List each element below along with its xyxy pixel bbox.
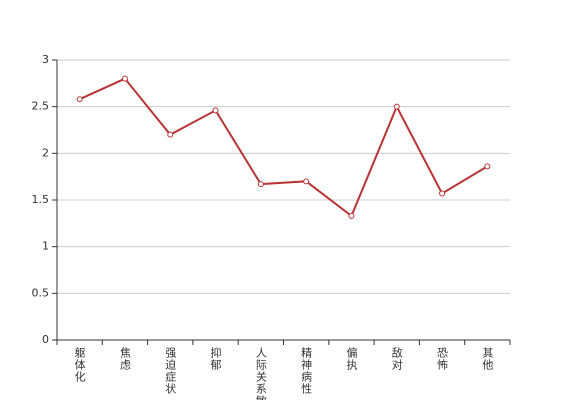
x-tick-label: 焦虑 — [118, 347, 131, 371]
line — [79, 77, 488, 218]
point — [257, 181, 264, 188]
point — [303, 178, 310, 185]
y-tick-label: 2.5 — [32, 100, 50, 113]
point — [484, 163, 491, 170]
x-tick-label: 其他 — [481, 347, 494, 371]
point — [212, 107, 219, 114]
point — [167, 131, 174, 138]
y-tick-label: 1.5 — [32, 193, 50, 206]
y-tick-label: 0 — [42, 333, 49, 346]
point — [76, 96, 83, 103]
x-tick-label: 抑郁 — [209, 346, 222, 371]
x-tick-label: 强迫症状 — [164, 347, 177, 395]
point — [393, 103, 400, 110]
x-tick-label: 偏执 — [345, 346, 358, 371]
x-tick-label: 精神病性 — [300, 347, 313, 395]
point — [348, 212, 355, 219]
point — [439, 190, 446, 197]
y-tick-label: 0.5 — [32, 286, 50, 299]
y-tick-label: 1 — [42, 240, 49, 253]
y-tick-label: 3 — [42, 53, 49, 66]
x-tick-label: 人际关系敏感 — [254, 347, 267, 400]
x-tick-label: 躯体化 — [73, 347, 86, 383]
y-tick-label: 2 — [42, 146, 49, 159]
x-tick-label: 敌对 — [390, 346, 403, 371]
point — [121, 75, 128, 82]
x-tick-label: 恐怖 — [436, 347, 449, 371]
